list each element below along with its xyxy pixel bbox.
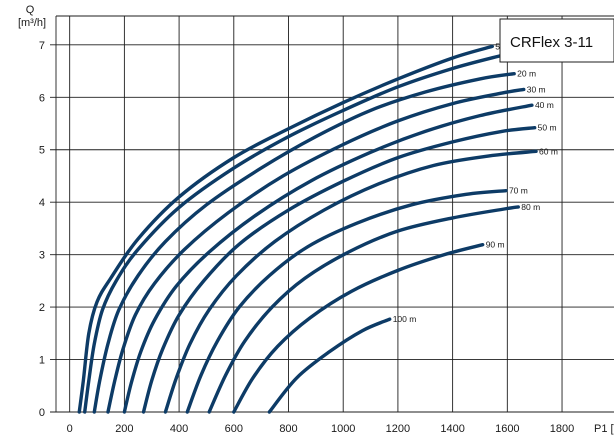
curve-label-40m: 40 m — [535, 100, 554, 110]
curve-label-30m: 30 m — [527, 84, 546, 94]
x-tick-label: 1800 — [550, 423, 574, 435]
curve-label-50m: 50 m — [538, 123, 557, 133]
curve-90m — [232, 242, 485, 414]
tick-labels: 0 200 400 600 800 1000 1200 1400 1600 1800 0 1 2 3 4 5 6… — [39, 40, 574, 435]
x-tick-label: 0 — [67, 423, 73, 435]
curve-label-100m: 100 m — [393, 314, 417, 324]
y-tick-label: 4 — [39, 197, 45, 209]
curve-labels: 5 m10 m20 m30 m40 m50 m60 m70 m80 m90 m1… — [393, 41, 558, 324]
curve-label-90m: 90 m — [486, 240, 505, 250]
x-tick-label: 1400 — [440, 423, 464, 435]
y-tick-label: 5 — [39, 145, 45, 157]
y-tick-label: 1 — [39, 355, 45, 367]
x-tick-label: 200 — [115, 423, 133, 435]
curve-70m — [185, 188, 508, 414]
curve-80m — [207, 205, 520, 414]
curve-100m — [267, 317, 392, 414]
curve-30m — [106, 87, 526, 414]
curve-5m — [77, 44, 494, 414]
y-tick-label: 2 — [39, 302, 45, 314]
curve-10m — [83, 53, 504, 414]
curve-label-60m: 60 m — [539, 146, 558, 156]
y-tick-label: 6 — [39, 92, 45, 104]
curve-40m — [122, 103, 534, 414]
curve-label-70m: 70 m — [509, 186, 528, 196]
y-tick-label: 3 — [39, 250, 45, 262]
curve-label-20m: 20 m — [517, 69, 536, 79]
x-axis-title: P1 [W] — [594, 423, 614, 435]
curve-60m — [163, 149, 538, 414]
x-tick-label: 600 — [225, 423, 243, 435]
x-tick-label: 1000 — [331, 423, 355, 435]
x-tick-label: 1200 — [386, 423, 410, 435]
y-tick-label: 7 — [39, 40, 45, 52]
x-tick-label: 400 — [170, 423, 188, 435]
x-tick-label: 800 — [279, 423, 297, 435]
x-tick-label: 1600 — [495, 423, 519, 435]
y-axis-title: Q — [26, 4, 35, 16]
y-tick-label: 0 — [39, 407, 45, 419]
curve-label-80m: 80 m — [521, 202, 540, 212]
curve-50m — [141, 126, 537, 414]
curve-20m — [92, 72, 516, 414]
curves — [77, 44, 538, 414]
chart-title: CRFlex 3-11 — [510, 34, 593, 51]
title-box — [499, 18, 614, 63]
y-axis-unit: [m³/h] — [18, 17, 46, 29]
